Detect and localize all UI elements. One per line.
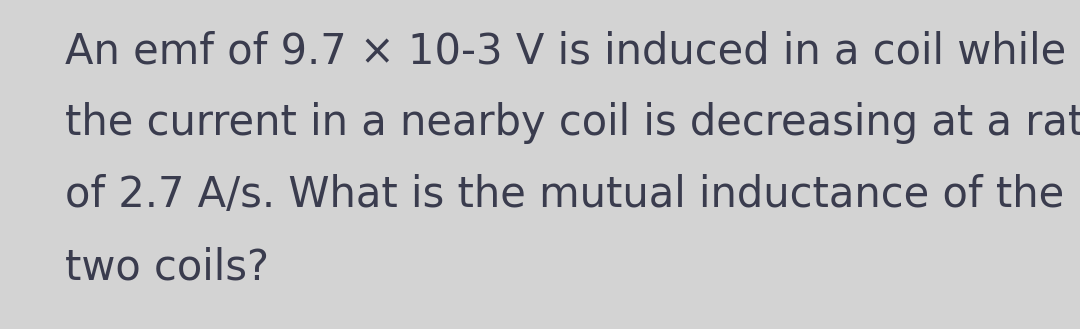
Text: the current in a nearby coil is decreasing at a rate: the current in a nearby coil is decreasi… [65,102,1080,144]
Text: of 2.7 A/s. What is the mutual inductance of the: of 2.7 A/s. What is the mutual inductanc… [65,174,1064,216]
Text: An emf of 9.7 × 10-3 V is induced in a coil while: An emf of 9.7 × 10-3 V is induced in a c… [65,30,1066,72]
Text: two coils?: two coils? [65,246,269,288]
